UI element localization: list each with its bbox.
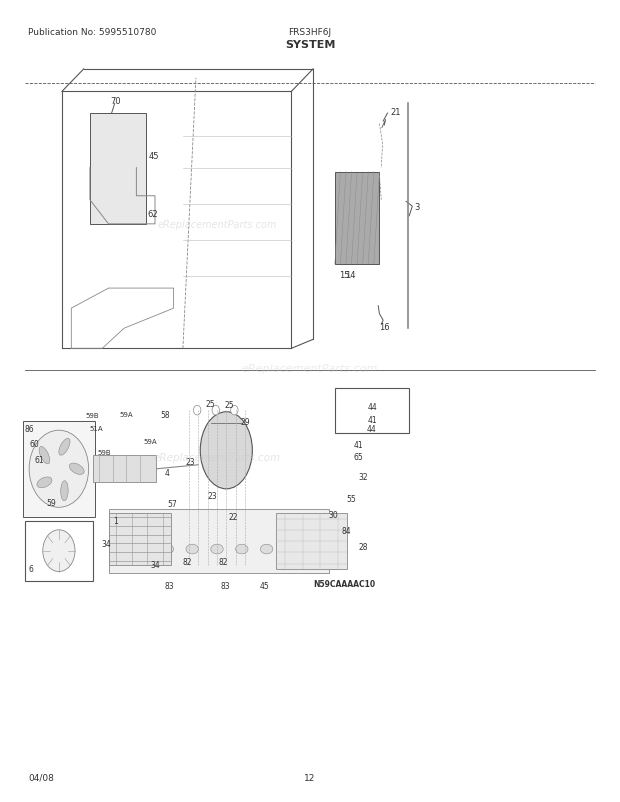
Ellipse shape <box>161 545 174 554</box>
Text: 25: 25 <box>224 400 234 410</box>
Text: 41: 41 <box>353 440 363 450</box>
Text: 12: 12 <box>304 773 316 782</box>
Ellipse shape <box>59 439 70 456</box>
Ellipse shape <box>236 545 248 554</box>
Ellipse shape <box>211 545 223 554</box>
Text: 34: 34 <box>101 539 111 549</box>
Bar <box>23 421 95 517</box>
Text: 41: 41 <box>367 415 377 425</box>
Text: 82: 82 <box>218 557 228 567</box>
Ellipse shape <box>61 481 68 501</box>
Ellipse shape <box>200 412 252 489</box>
Text: 86: 86 <box>25 424 35 434</box>
Text: 28: 28 <box>358 542 368 552</box>
Text: 6: 6 <box>29 565 33 573</box>
Text: eReplacementParts.com: eReplacementParts.com <box>153 452 281 462</box>
Text: 15: 15 <box>339 271 349 280</box>
Text: 21: 21 <box>391 107 401 117</box>
Ellipse shape <box>260 545 273 554</box>
Text: 60: 60 <box>30 439 40 448</box>
Text: eReplacementParts.com: eReplacementParts.com <box>242 364 378 374</box>
Text: 1: 1 <box>113 516 118 525</box>
Text: 82: 82 <box>183 557 192 567</box>
Text: 44: 44 <box>367 424 377 434</box>
Ellipse shape <box>69 464 84 475</box>
Text: 61: 61 <box>35 456 45 465</box>
Text: 59B: 59B <box>86 412 99 419</box>
Circle shape <box>212 406 219 415</box>
Text: 45: 45 <box>259 581 269 590</box>
Text: 59: 59 <box>46 498 56 508</box>
Ellipse shape <box>285 545 298 554</box>
Text: 55: 55 <box>346 494 356 504</box>
Text: 44: 44 <box>367 403 377 412</box>
Circle shape <box>193 406 201 415</box>
Bar <box>276 513 347 569</box>
Text: SYSTEM: SYSTEM <box>285 40 335 50</box>
Text: 30: 30 <box>329 510 339 520</box>
Text: 25: 25 <box>206 399 216 409</box>
Text: 34: 34 <box>151 560 161 569</box>
Ellipse shape <box>39 447 50 464</box>
Text: 83: 83 <box>164 581 174 590</box>
Text: 32: 32 <box>358 472 368 482</box>
Text: 29: 29 <box>241 417 250 427</box>
Text: 45: 45 <box>149 152 159 160</box>
Text: 16: 16 <box>379 322 390 331</box>
Bar <box>108 513 171 565</box>
Text: 22: 22 <box>228 512 237 521</box>
Text: N59CAAAAC10: N59CAAAAC10 <box>313 579 375 588</box>
Text: 23: 23 <box>186 457 196 467</box>
Bar <box>108 509 329 573</box>
Text: 23: 23 <box>208 491 218 500</box>
Text: 3: 3 <box>414 202 420 212</box>
Text: eReplacementParts.com: eReplacementParts.com <box>157 220 277 229</box>
Ellipse shape <box>186 545 198 554</box>
Text: 84: 84 <box>341 526 351 536</box>
Ellipse shape <box>37 477 52 488</box>
Bar <box>335 389 409 433</box>
Text: FRS3HF6J: FRS3HF6J <box>288 28 332 37</box>
Ellipse shape <box>136 545 149 554</box>
Circle shape <box>43 530 75 572</box>
Bar <box>25 521 93 581</box>
Text: 57: 57 <box>167 499 177 508</box>
Text: 59A: 59A <box>144 438 157 444</box>
Text: 83: 83 <box>220 581 230 590</box>
Text: 58: 58 <box>160 410 170 419</box>
Bar <box>93 456 156 483</box>
Text: 59B: 59B <box>98 449 112 456</box>
Text: 65: 65 <box>353 452 363 462</box>
Text: 14: 14 <box>345 271 355 280</box>
Bar <box>90 114 146 225</box>
Circle shape <box>231 406 238 415</box>
Text: 59A: 59A <box>119 411 133 418</box>
Circle shape <box>29 431 89 508</box>
Text: Publication No: 5995510780: Publication No: 5995510780 <box>28 28 156 37</box>
Text: 62: 62 <box>148 210 158 219</box>
Text: 4: 4 <box>164 468 169 478</box>
Text: 51A: 51A <box>89 425 103 431</box>
Bar <box>335 172 379 265</box>
Text: 04/08: 04/08 <box>28 773 54 782</box>
Text: 70: 70 <box>110 97 121 106</box>
